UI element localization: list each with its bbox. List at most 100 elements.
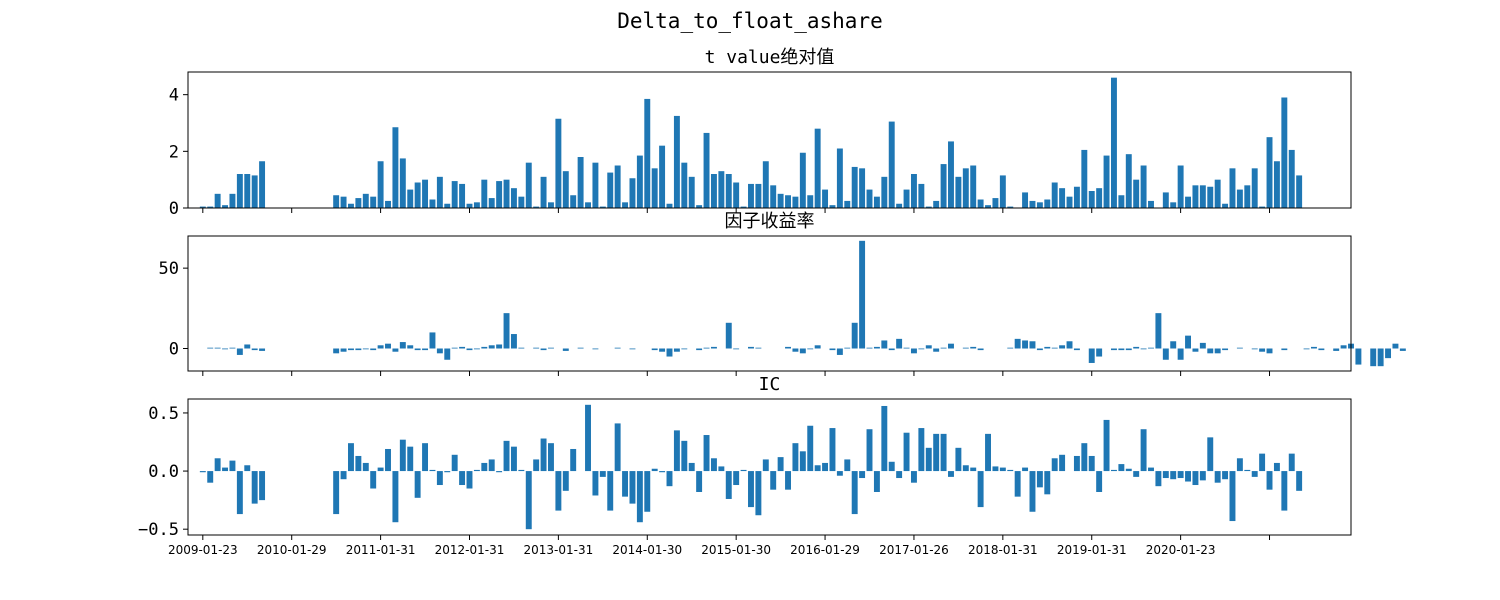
bar	[548, 347, 554, 349]
bar	[1236, 189, 1243, 208]
bar	[451, 347, 458, 349]
bar	[607, 172, 614, 208]
bar	[1177, 471, 1184, 479]
bar	[651, 348, 658, 351]
y-tick-label: −0.5	[138, 520, 179, 540]
bar	[940, 164, 947, 208]
bar	[1022, 340, 1029, 349]
bar	[1133, 471, 1140, 477]
bar	[681, 162, 688, 208]
plot-frame	[187, 235, 1352, 372]
bar	[814, 128, 821, 208]
bar	[1281, 348, 1288, 351]
bar	[1073, 348, 1080, 351]
bar	[1318, 348, 1325, 351]
bar	[199, 206, 206, 208]
bar	[1385, 348, 1392, 359]
bar	[792, 348, 799, 352]
bar	[1185, 196, 1191, 208]
bar	[473, 469, 480, 472]
bar	[829, 428, 836, 472]
bar	[599, 471, 606, 477]
bar	[651, 168, 658, 208]
bar	[1214, 471, 1221, 483]
y-tick-label: 0	[169, 199, 179, 219]
bar	[392, 471, 399, 523]
bar	[740, 206, 747, 208]
bar	[377, 161, 384, 208]
bar	[1036, 471, 1043, 488]
bar	[970, 165, 977, 208]
bar	[259, 348, 266, 351]
x-tick-label: 2011-01-31	[346, 543, 416, 557]
bar	[562, 171, 569, 208]
plot-frame	[187, 398, 1352, 536]
bar	[503, 179, 510, 208]
bar	[1044, 471, 1051, 495]
bar	[666, 348, 673, 357]
bar	[459, 471, 466, 486]
bar	[1022, 467, 1029, 472]
bar	[259, 161, 266, 208]
bar	[925, 206, 932, 208]
bar	[340, 196, 347, 208]
bar	[866, 347, 873, 349]
bar	[933, 433, 940, 472]
bar	[992, 466, 999, 472]
bar	[792, 443, 799, 472]
bar	[1170, 202, 1177, 208]
bar	[214, 347, 221, 349]
bar	[333, 348, 340, 354]
bar	[222, 467, 229, 472]
bar	[1288, 453, 1295, 472]
bar	[762, 459, 769, 472]
bar	[873, 346, 880, 349]
panel-factor-return: 因子收益率 0 50	[159, 211, 1406, 376]
bar	[940, 433, 947, 472]
bar	[1022, 192, 1029, 208]
panel-title: t value绝对值	[705, 47, 835, 68]
bar	[836, 348, 843, 355]
bar	[362, 348, 369, 350]
bar	[407, 345, 414, 349]
bar	[1081, 443, 1088, 472]
bar	[414, 182, 421, 208]
bar	[977, 348, 984, 351]
bar	[777, 193, 784, 208]
bar	[888, 461, 895, 472]
bar	[1236, 458, 1243, 472]
bar	[1170, 471, 1177, 480]
bar	[1222, 348, 1229, 351]
bar	[510, 188, 517, 208]
bar	[725, 471, 732, 499]
bar	[207, 206, 214, 208]
bar	[777, 457, 784, 472]
bar	[918, 348, 925, 350]
bar	[614, 423, 621, 472]
bar	[1251, 471, 1258, 477]
bar	[1281, 97, 1288, 208]
bar	[785, 471, 791, 490]
bar	[229, 193, 236, 208]
bar	[1133, 179, 1140, 208]
bar	[614, 165, 621, 208]
bar	[785, 195, 791, 208]
bar	[555, 118, 562, 208]
bar	[348, 348, 354, 351]
bar	[1118, 195, 1125, 208]
bar	[592, 348, 599, 350]
bar	[910, 174, 917, 208]
bar	[1207, 186, 1214, 208]
bar	[570, 195, 577, 208]
bar	[585, 202, 591, 208]
bar	[910, 348, 917, 354]
bar	[1177, 348, 1184, 360]
bar	[577, 347, 584, 349]
bar	[733, 471, 740, 486]
bar	[814, 345, 821, 349]
bar	[755, 183, 762, 208]
bar	[548, 202, 554, 208]
bar	[851, 322, 858, 349]
x-tick-label: 2019-01-31	[1057, 543, 1127, 557]
bar	[481, 462, 488, 472]
